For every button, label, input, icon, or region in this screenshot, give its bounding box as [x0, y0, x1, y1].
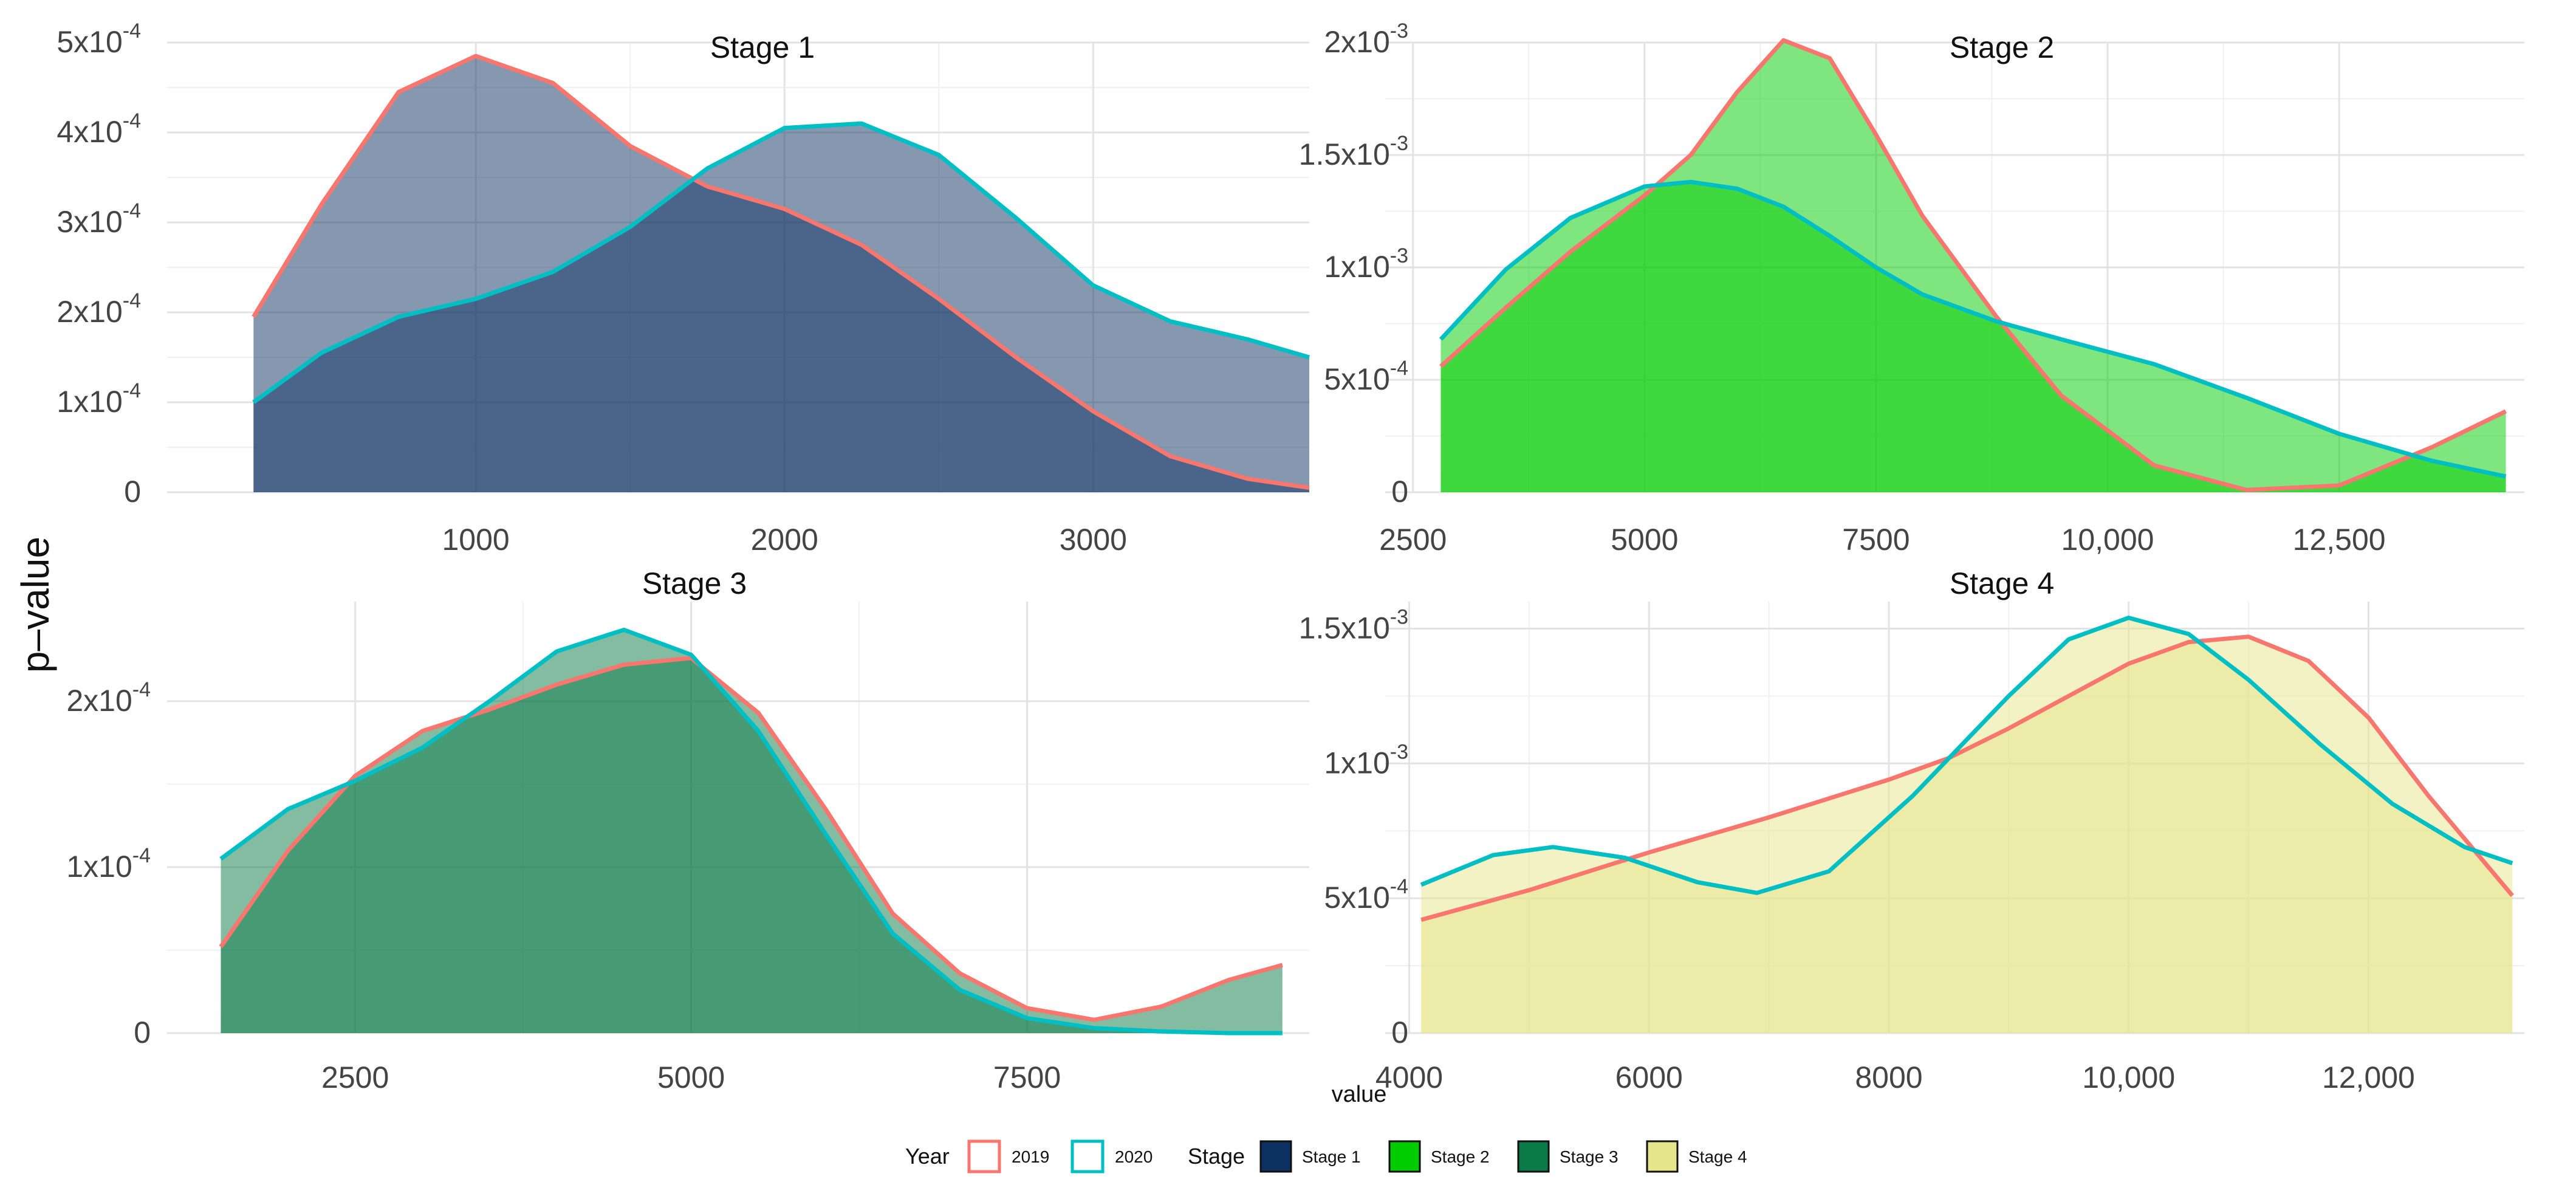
y-tick-label: 2x10-4 — [57, 289, 141, 329]
density-line-2020 — [219, 627, 1283, 1036]
density-line-2020 — [252, 121, 1310, 404]
y-tick-label: 1x10-4 — [66, 844, 151, 884]
density-line-2020 — [1439, 179, 2507, 479]
panel-title: Stage 4 — [1950, 566, 2054, 600]
panel-title: Stage 1 — [710, 30, 815, 64]
legend-key-stage — [1388, 1140, 1421, 1173]
density-area-2020 — [221, 630, 1283, 1033]
density-line-2019 — [219, 656, 1283, 1022]
legend-stage-title: Stage — [1188, 1144, 1245, 1169]
legend-key-2019 — [967, 1139, 1001, 1173]
y-tick-label: 5x10-4 — [1324, 875, 1408, 915]
panel-title: Stage 2 — [1950, 30, 2054, 64]
y-tick-label: 1x10-3 — [1324, 740, 1408, 780]
y-axis-label: p–value — [13, 537, 57, 673]
y-tick-label: 1.5x10-3 — [1299, 605, 1408, 645]
density-line-2019 — [1439, 38, 2507, 492]
y-tick-label: 4x10-4 — [57, 109, 141, 149]
x-axis-label: value — [1332, 1082, 1387, 1107]
legend-label: 2020 — [1115, 1147, 1153, 1166]
legend-label: 2019 — [1012, 1147, 1049, 1166]
density-area-2020 — [253, 123, 1309, 492]
legend: Year 2019 2020 Stage Stage 1 Stage 2 Stage 3 St… — [905, 1139, 1747, 1173]
y-tick-label: 2x10-3 — [1324, 19, 1408, 59]
x-tick-label: 7500 — [1842, 523, 1910, 557]
panel-title: Stage 3 — [642, 566, 747, 600]
y-tick-label: 3x10-4 — [57, 199, 141, 239]
y-tick-label: 1x10-3 — [1324, 244, 1408, 284]
panel-2: 2500 5000 7500 10,000 12,500 0 5x10-4 1x10-3 1.5… — [1299, 19, 2524, 557]
y-tick-label: 0 — [1391, 1015, 1408, 1050]
y-tick-label: 0 — [124, 475, 141, 509]
legend-key-stage — [1259, 1140, 1292, 1173]
density-area-2020 — [1440, 182, 2506, 492]
x-tick-label: 7500 — [993, 1060, 1061, 1094]
x-tick-label: 2000 — [751, 523, 818, 557]
panel-1: 1000 2000 3000 0 1x10-4 2x10-4 3x10-4 4x10-4 5x1… — [57, 19, 1310, 557]
x-tick-label: 5000 — [657, 1060, 725, 1094]
x-tick-label: 2500 — [1379, 523, 1447, 557]
legend-label: Stage 1 — [1302, 1147, 1361, 1166]
y-tick-label: 0 — [1391, 475, 1408, 509]
x-tick-label: 8000 — [1855, 1060, 1922, 1094]
density-line-2020 — [1420, 616, 2513, 895]
panel-4: 4000 6000 8000 10,000 12,000 0 5x10-4 1x10-3 1.5… — [1299, 566, 2524, 1094]
density-line-2019 — [252, 53, 1310, 490]
density-area-2020 — [1421, 617, 2513, 1033]
x-tick-label: 12,500 — [2293, 523, 2386, 557]
x-tick-label: 6000 — [1615, 1060, 1683, 1094]
legend-key-stage — [1646, 1140, 1679, 1173]
density-line-2019 — [1420, 634, 2514, 922]
panels: 1000 2000 3000 0 1x10-4 2x10-4 3x10-4 4x10-4 5x1… — [57, 19, 2524, 1094]
y-tick-label: 1x10-4 — [57, 379, 141, 419]
legend-key-stage — [1517, 1140, 1550, 1173]
panel-3: 2500 5000 7500 0 1x10-4 2x10-4 Stage 3 — [66, 566, 1309, 1094]
y-tick-label: 5x10-4 — [1324, 357, 1408, 396]
y-tick-label: 0 — [134, 1015, 151, 1050]
y-tick-label: 2x10-4 — [66, 678, 151, 718]
x-tick-label: 2500 — [321, 1060, 389, 1094]
y-tick-label: 1.5x10-3 — [1299, 132, 1408, 171]
x-tick-label: 1000 — [442, 523, 509, 557]
x-tick-label: 10,000 — [2061, 523, 2154, 557]
x-tick-label: 12,000 — [2322, 1060, 2415, 1094]
x-tick-label: 5000 — [1611, 523, 1678, 557]
legend-year-title: Year — [905, 1144, 950, 1169]
legend-label: Stage 3 — [1560, 1147, 1619, 1166]
legend-label: Stage 4 — [1688, 1147, 1747, 1166]
y-tick-label: 5x10-4 — [57, 19, 141, 59]
legend-label: Stage 2 — [1431, 1147, 1490, 1166]
x-tick-label: 10,000 — [2082, 1060, 2175, 1094]
legend-key-2020 — [1070, 1139, 1105, 1173]
x-tick-label: 4000 — [1375, 1060, 1443, 1094]
x-tick-label: 3000 — [1060, 523, 1127, 557]
